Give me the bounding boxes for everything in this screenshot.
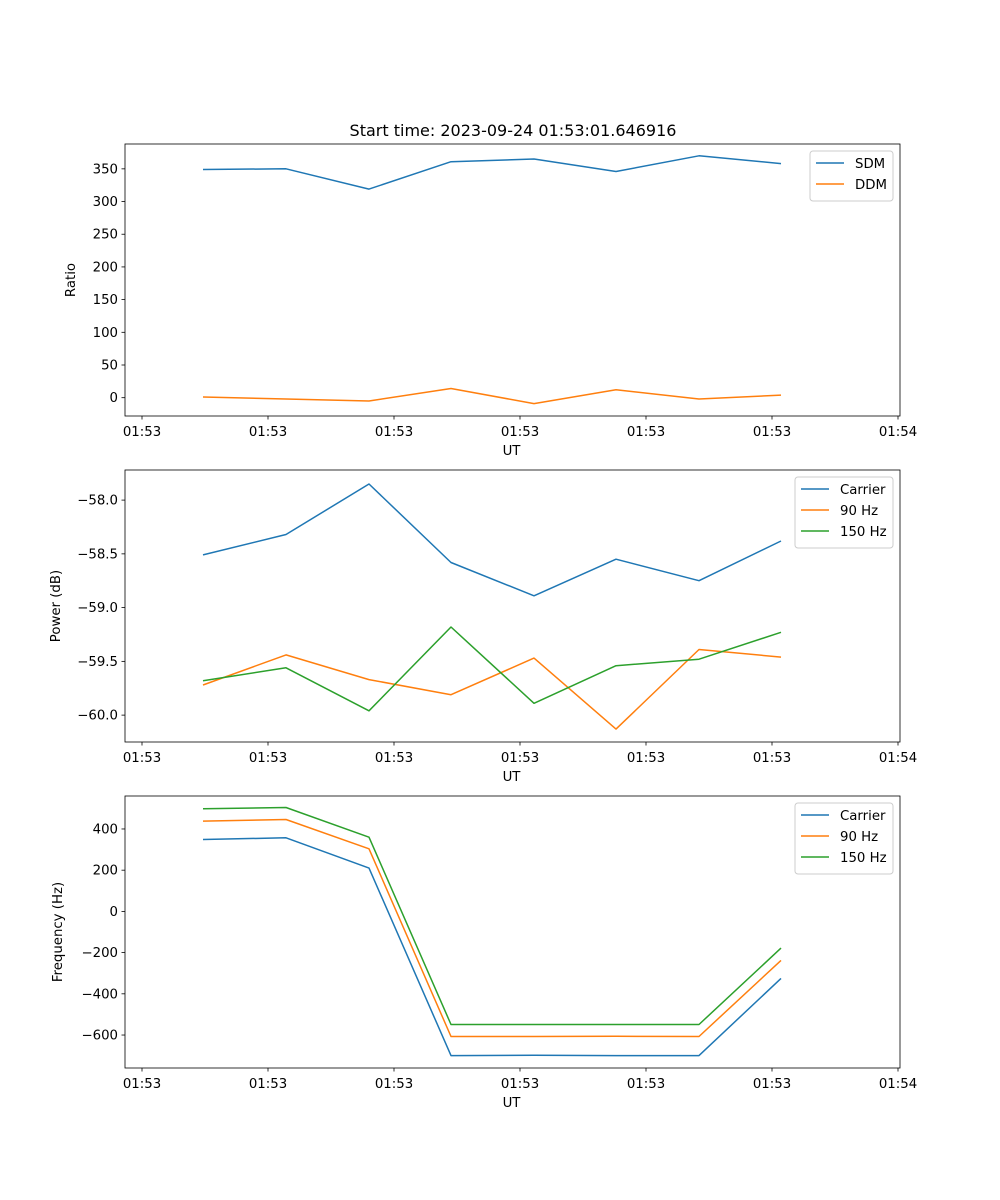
y-tick-label: 350 — [93, 162, 118, 177]
legend: Carrier 90 Hz 150 Hz — [794, 802, 894, 875]
figure-title: Start time: 2023-09-24 01:53:01.646916 — [350, 121, 677, 140]
y-axis-label: Frequency (Hz) — [51, 882, 66, 982]
y-tick-label: 400 — [93, 822, 118, 837]
y-tick-label: 200 — [93, 864, 118, 879]
x-tick-label: 01:54 — [879, 751, 917, 766]
y-tick-label: 50 — [101, 359, 118, 374]
x-tick-label: 01:53 — [627, 751, 665, 766]
y-tick-label: 250 — [93, 228, 118, 243]
y-tick-label: −60.0 — [77, 709, 118, 724]
y-tick-label: 0 — [110, 905, 118, 920]
y-axis-label: Power (dB) — [49, 570, 64, 642]
x-axis-label: UT — [503, 1096, 522, 1111]
y-tick-label: −400 — [81, 987, 118, 1002]
legend-entry-label: Carrier — [840, 483, 886, 498]
legend: Carrier 90 Hz 150 Hz — [794, 476, 894, 549]
axes-frame — [124, 143, 901, 417]
y-tick-label: 200 — [93, 260, 118, 275]
subplot-2: −60.0 −59.5 −59.0 −58.5 −58.0 01:53 01:53 01:53… — [49, 469, 917, 785]
y-tick-label: −58.0 — [77, 494, 118, 509]
series-line-90-hz — [202, 818, 782, 1038]
x-axis-label: UT — [503, 770, 522, 785]
x-tick-label: 01:53 — [123, 425, 161, 440]
series-line-carrier — [202, 837, 782, 1057]
series-line-150-hz — [202, 626, 782, 712]
x-tick-label: 01:53 — [249, 751, 287, 766]
y-tick-label: −59.5 — [77, 655, 118, 670]
series-line-carrier — [202, 483, 782, 597]
x-tick-label: 01:53 — [501, 425, 539, 440]
legend-entry-label: DDM — [855, 178, 887, 193]
y-tick-label: −200 — [81, 946, 118, 961]
legend-entry-label: SDM — [855, 157, 885, 172]
plots-container: 0 50 100 150 200 250 300 350 01:53 01:53 01:53 01:5… — [49, 143, 917, 1111]
axes-frame — [124, 469, 901, 743]
y-tick-label: 150 — [93, 293, 118, 308]
y-tick-label: 300 — [93, 195, 118, 210]
subplot-3: −600 −400 −200 0 200 400 01:53 01:53 01:53 01:53 0… — [51, 795, 917, 1111]
y-axis-label: Ratio — [64, 263, 79, 297]
y-tick-label: 0 — [110, 391, 118, 406]
legend-entry-label: 90 Hz — [840, 830, 878, 845]
x-tick-label: 01:53 — [375, 425, 413, 440]
series-line-ddm — [202, 387, 782, 405]
x-tick-label: 01:53 — [753, 1077, 791, 1092]
legend: SDM DDM — [809, 150, 894, 202]
axes-frame — [124, 795, 901, 1069]
legend-entry-label: Carrier — [840, 809, 886, 824]
x-tick-label: 01:53 — [627, 425, 665, 440]
x-tick-label: 01:54 — [879, 1077, 917, 1092]
y-tick-label: 100 — [93, 326, 118, 341]
x-tick-label: 01:53 — [123, 1077, 161, 1092]
series-line-sdm — [202, 155, 782, 190]
x-tick-label: 01:53 — [123, 751, 161, 766]
x-tick-label: 01:53 — [249, 1077, 287, 1092]
x-axis-label: UT — [503, 444, 522, 459]
x-tick-label: 01:53 — [375, 1077, 413, 1092]
x-tick-label: 01:53 — [753, 751, 791, 766]
legend-entry-label: 150 Hz — [840, 525, 887, 540]
x-tick-label: 01:53 — [627, 1077, 665, 1092]
y-tick-label: −58.5 — [77, 547, 118, 562]
x-tick-label: 01:53 — [501, 1077, 539, 1092]
x-tick-label: 01:53 — [375, 751, 413, 766]
series-line-150-hz — [202, 806, 782, 1026]
series-line-90-hz — [202, 648, 782, 730]
x-tick-label: 01:53 — [501, 751, 539, 766]
x-tick-label: 01:54 — [879, 425, 917, 440]
legend-entry-label: 150 Hz — [840, 851, 887, 866]
x-tick-label: 01:53 — [249, 425, 287, 440]
y-tick-label: −59.0 — [77, 601, 118, 616]
x-tick-label: 01:53 — [753, 425, 791, 440]
y-tick-label: −600 — [81, 1029, 118, 1044]
subplot-1: 0 50 100 150 200 250 300 350 01:53 01:53 01:53 01:5… — [64, 143, 917, 459]
legend-entry-label: 90 Hz — [840, 504, 878, 519]
